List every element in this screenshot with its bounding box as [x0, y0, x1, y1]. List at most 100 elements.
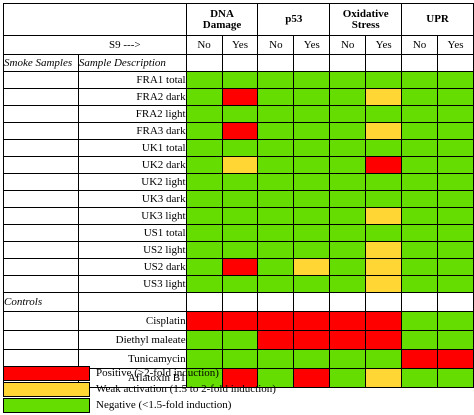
result-cell [185, 207, 223, 225]
result-cell [401, 368, 438, 388]
result-cell [221, 190, 259, 208]
controls-label: Controls [3, 292, 79, 312]
sample-description: UK1 total [77, 139, 187, 157]
control-description: Cisplatin [77, 311, 187, 331]
result-cell [185, 330, 223, 350]
result-cell [293, 349, 331, 369]
result-cell [221, 207, 259, 225]
result-cell [437, 173, 474, 191]
result-cell [365, 207, 403, 225]
result-cell [293, 122, 331, 140]
result-cell [329, 349, 367, 369]
row-blank [3, 173, 79, 191]
result-cell [365, 156, 403, 174]
result-cell [437, 105, 474, 123]
result-cell [437, 71, 474, 89]
result-cell [293, 139, 331, 157]
group-header: UPR [401, 3, 474, 36]
result-cell [329, 368, 367, 388]
header-empty-cell [365, 54, 403, 72]
subcol-header: Yes [365, 35, 403, 55]
result-cell [365, 173, 403, 191]
table-row: US2 light [3, 241, 474, 259]
table-row: UK2 dark [3, 156, 474, 174]
row-blank [3, 311, 79, 331]
result-cell [401, 190, 438, 208]
result-cell [221, 105, 259, 123]
result-cell [257, 330, 295, 350]
table-row: Diethyl maleate [3, 330, 474, 350]
row-blank [3, 156, 79, 174]
result-cell [365, 88, 403, 106]
result-cell [257, 173, 295, 191]
legend-item: Negative (<1.5-fold induction) [3, 397, 276, 413]
result-cell [365, 258, 403, 276]
result-cell [401, 71, 438, 89]
result-cell [365, 224, 403, 242]
result-cell [257, 122, 295, 140]
result-cell [365, 122, 403, 140]
table-row: FRA2 dark [3, 88, 474, 106]
result-cell [365, 311, 403, 331]
sample-description: US1 total [77, 224, 187, 242]
sample-description: US2 light [77, 241, 187, 259]
row-blank [3, 330, 79, 350]
result-cell [401, 139, 438, 157]
result-cell [437, 207, 474, 225]
result-cell [401, 224, 438, 242]
header-empty-cell [293, 54, 331, 72]
table-row: UK3 light [3, 207, 474, 225]
result-cell [365, 330, 403, 350]
result-cell [437, 330, 474, 350]
header-empty-cell [185, 54, 223, 72]
result-cell [293, 224, 331, 242]
table-row: FRA1 total [3, 71, 474, 89]
controls-blank [77, 292, 187, 312]
legend-swatch [3, 365, 90, 381]
result-cell [293, 368, 331, 388]
result-cell [329, 311, 367, 331]
group-header: p53 [257, 3, 331, 36]
result-cell [329, 224, 367, 242]
result-cell [329, 173, 367, 191]
result-cell [329, 190, 367, 208]
result-cell [185, 275, 223, 293]
result-cell [185, 311, 223, 331]
result-cell [293, 105, 331, 123]
sample-description: US2 dark [77, 258, 187, 276]
group-header: Oxidative Stress [329, 3, 403, 36]
result-cell [185, 71, 223, 89]
result-cell [365, 105, 403, 123]
result-cell [257, 71, 295, 89]
row-blank [3, 122, 79, 140]
legend: Positive (>2-fold induction) Weak activat… [3, 365, 276, 413]
table-row: UK1 total [3, 139, 474, 157]
table-row: US2 dark [3, 258, 474, 276]
sample-description: FRA1 total [77, 71, 187, 89]
result-cell [257, 105, 295, 123]
result-cell [365, 349, 403, 369]
result-cell [437, 122, 474, 140]
result-cell [401, 207, 438, 225]
subcol-header: No [329, 35, 367, 55]
controls-blank [437, 292, 474, 312]
result-cell [365, 241, 403, 259]
result-cell [293, 258, 331, 276]
legend-swatch [3, 381, 90, 397]
result-cell [401, 173, 438, 191]
result-cell [221, 88, 259, 106]
result-cell [437, 88, 474, 106]
result-cell [401, 88, 438, 106]
result-cell [185, 258, 223, 276]
row-blank [3, 71, 79, 89]
controls-blank [185, 292, 223, 312]
result-cell [401, 156, 438, 174]
row-blank [3, 241, 79, 259]
control-description: Diethyl maleate [77, 330, 187, 350]
result-cell [257, 224, 295, 242]
result-cell [185, 105, 223, 123]
result-cell [437, 156, 474, 174]
result-cell [221, 258, 259, 276]
legend-item: Weak activation (1.5 to 2-fold induction… [3, 381, 276, 397]
